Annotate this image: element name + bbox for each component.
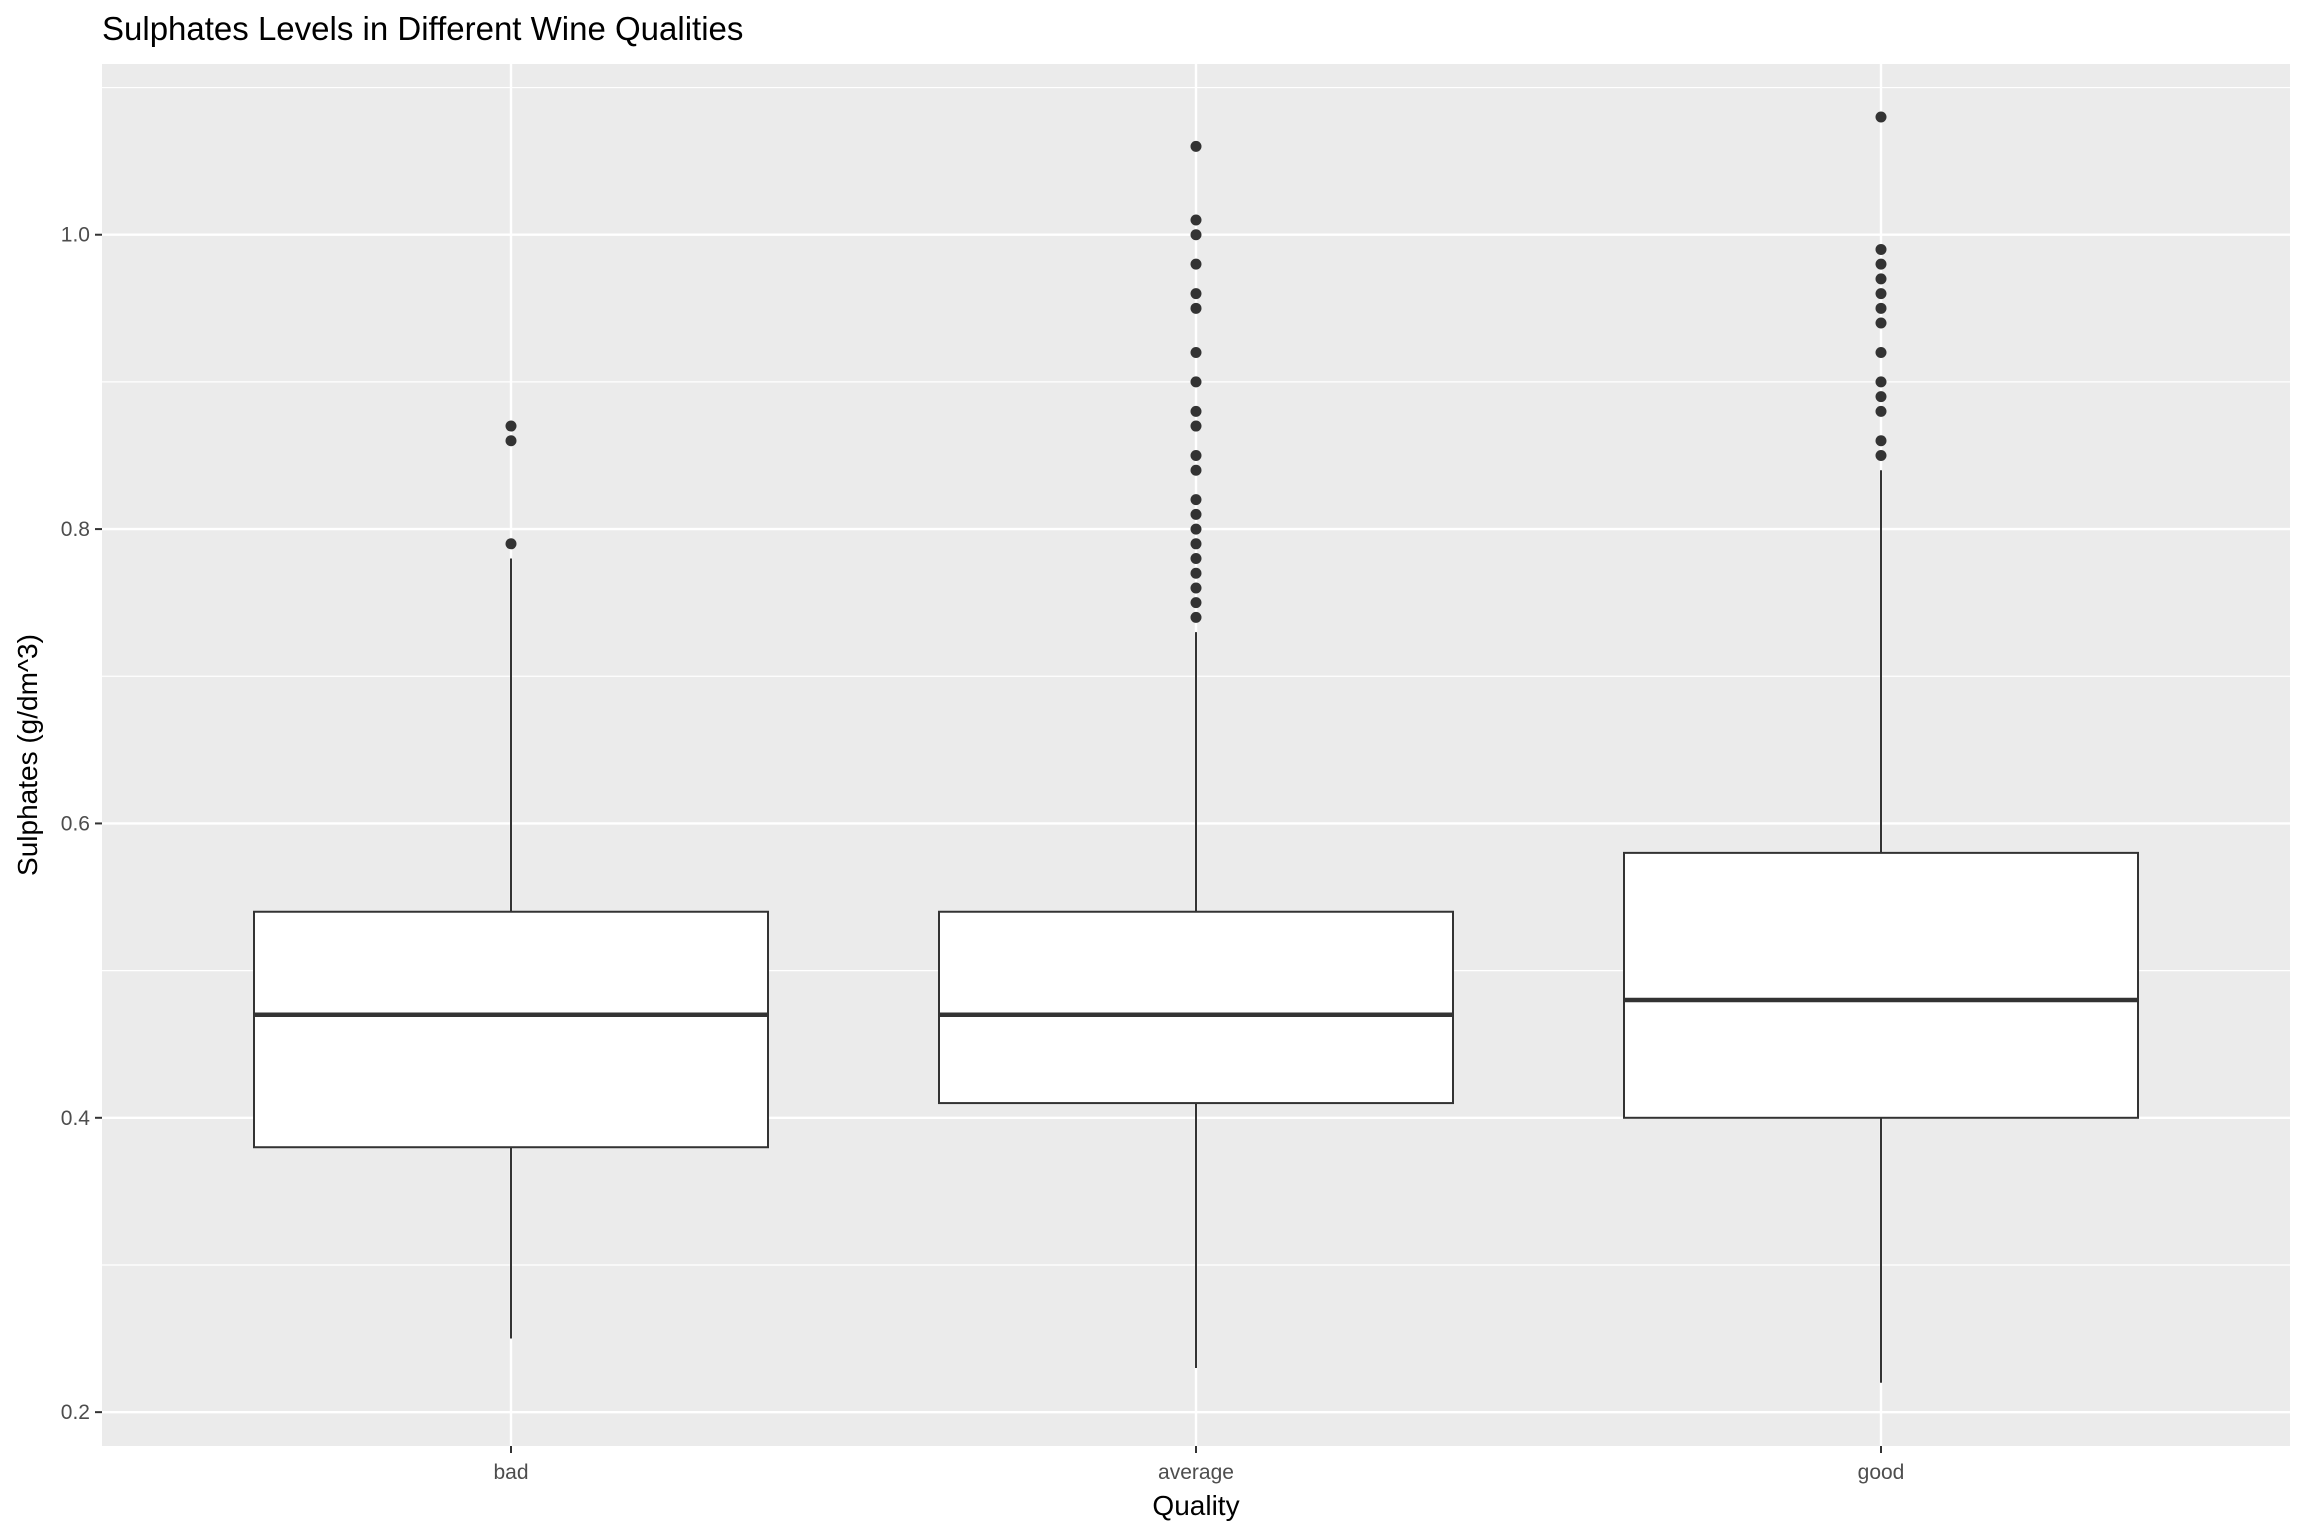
outlier-point (1190, 288, 1202, 300)
outlier-point (1190, 538, 1202, 550)
outlier-point (1190, 508, 1202, 520)
x-tick-label: average (1158, 1461, 1234, 1484)
outlier-point (1875, 317, 1887, 329)
outlier-point (1190, 140, 1202, 152)
outlier-point (1190, 567, 1202, 579)
y-tick-label: 0.4 (61, 1107, 91, 1130)
outlier-point (1190, 523, 1202, 535)
outlier-point (1875, 288, 1887, 300)
outlier-point (505, 435, 517, 447)
outlier-point (1190, 582, 1202, 594)
outlier-point (1875, 405, 1887, 417)
outlier-point (1190, 420, 1202, 432)
y-axis-ticks: 0.2 0.4 0.6 0.8 1.0 (61, 224, 102, 1424)
outlier-point (1190, 597, 1202, 609)
box-iqr (253, 910, 769, 1149)
outlier-point (1190, 449, 1202, 461)
x-tick-label: good (1858, 1461, 1905, 1484)
outlier-point (1875, 243, 1887, 255)
outlier-point (1190, 214, 1202, 226)
box-good (1623, 111, 2139, 1383)
outlier-point (1875, 273, 1887, 285)
x-tick-label: bad (493, 1461, 528, 1484)
box-series (253, 111, 2139, 1383)
outlier-point (505, 538, 517, 550)
outlier-point (505, 420, 517, 432)
x-axis-title: Quality (1152, 1490, 1239, 1521)
y-tick-label: 0.8 (61, 518, 90, 541)
outlier-point (1875, 449, 1887, 461)
outlier-point (1190, 258, 1202, 270)
box-iqr (938, 910, 1454, 1105)
outlier-point (1190, 494, 1202, 506)
outlier-point (1190, 346, 1202, 358)
box-average (938, 140, 1454, 1368)
outlier-point (1190, 229, 1202, 241)
outlier-point (1875, 435, 1887, 447)
outlier-point (1190, 553, 1202, 565)
outlier-point (1190, 376, 1202, 388)
y-tick-label: 0.2 (61, 1401, 90, 1424)
outlier-point (1190, 611, 1202, 623)
y-tick-label: 1.0 (61, 224, 90, 247)
outlier-point (1190, 405, 1202, 417)
outlier-point (1190, 464, 1202, 476)
x-axis-ticks: bad average good (493, 1446, 1904, 1484)
box-bad (253, 420, 769, 1339)
y-tick-label: 0.6 (61, 812, 90, 835)
outlier-point (1875, 302, 1887, 314)
outlier-point (1190, 302, 1202, 314)
outlier-point (1875, 391, 1887, 403)
outlier-point (1875, 376, 1887, 388)
box-iqr (1623, 851, 2139, 1119)
chart-title: Sulphates Levels in Different Wine Quali… (102, 10, 743, 47)
outlier-point (1875, 346, 1887, 358)
y-axis-title: Sulphates (g/dm^3) (12, 634, 43, 876)
outlier-point (1875, 258, 1887, 270)
outlier-point (1875, 111, 1887, 123)
